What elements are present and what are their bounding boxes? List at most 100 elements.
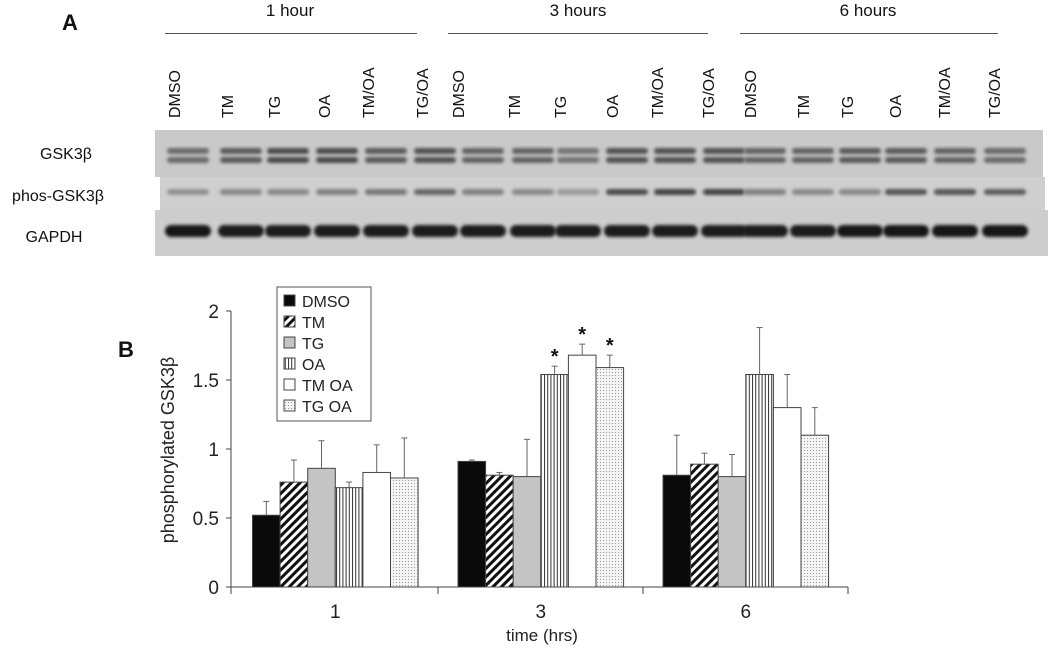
band-phos-gsk3b xyxy=(744,189,786,195)
group-label: 6 hours xyxy=(839,1,897,20)
band-gsk3b-lower xyxy=(885,157,927,163)
bar-oa-3h xyxy=(540,373,569,588)
band-gsk3b xyxy=(316,148,358,154)
band-gsk3b-lower xyxy=(934,157,976,163)
y-axis-label: phosphorylated GSK3β xyxy=(158,357,178,543)
band-gapdh xyxy=(652,225,698,237)
legend-swatch xyxy=(283,357,296,370)
band-gsk3b-lower xyxy=(839,157,881,163)
band-gsk3b-lower xyxy=(512,157,554,163)
band-gapdh xyxy=(604,225,650,237)
row-label-gsk3b: GSK3β xyxy=(40,146,92,163)
band-gsk3b-lower xyxy=(220,157,262,163)
band-gapdh xyxy=(742,225,788,237)
band-gsk3b-lower xyxy=(606,157,648,163)
legend: DMSO TM TG OA TM OA TG OA xyxy=(276,286,372,422)
band-gsk3b xyxy=(167,148,209,154)
legend-swatch xyxy=(283,315,296,328)
band-gapdh xyxy=(460,225,506,237)
bar-tm-1h xyxy=(279,481,309,588)
band-gapdh xyxy=(412,225,458,237)
band-phos-gsk3b xyxy=(557,189,599,195)
band-gsk3b-lower xyxy=(267,157,309,163)
band-phos-gsk3b xyxy=(703,189,745,195)
band-gsk3b xyxy=(512,148,554,154)
band-gsk3b xyxy=(220,148,262,154)
band-gsk3b xyxy=(414,148,456,154)
band-phos-gsk3b xyxy=(365,189,407,195)
legend-label: TM OA xyxy=(302,378,353,395)
band-gsk3b xyxy=(839,148,881,154)
legend-box xyxy=(276,286,372,422)
bar-tg-6h xyxy=(717,476,747,588)
band-phos-gsk3b xyxy=(934,189,976,195)
band-gapdh xyxy=(555,225,601,237)
band-phos-gsk3b xyxy=(606,189,648,195)
band-gsk3b-lower xyxy=(792,157,834,163)
bar-tg-1h xyxy=(307,467,336,588)
band-gapdh xyxy=(701,225,747,237)
x-tick-label: 1 xyxy=(330,602,341,623)
group-label: 1 hour xyxy=(265,1,315,20)
bar-tm-oa-3h xyxy=(567,354,597,588)
band-gsk3b xyxy=(984,148,1026,154)
legend-label: TM xyxy=(302,315,325,332)
band-gsk3b-lower xyxy=(414,157,456,163)
y-tick-label: 2 xyxy=(208,302,219,323)
band-phos-gsk3b xyxy=(220,189,262,195)
panel-b-label: B xyxy=(118,337,134,362)
band-phos-gsk3b xyxy=(654,189,696,195)
band-phos-gsk3b xyxy=(792,189,834,195)
band-gsk3b xyxy=(365,148,407,154)
bar-tm-oa-1h xyxy=(362,471,391,588)
x-tick-label: 3 xyxy=(536,602,547,623)
legend-swatch xyxy=(283,336,296,349)
band-gsk3b xyxy=(885,148,927,154)
x-axis-label: time (hrs) xyxy=(506,626,578,645)
legend-swatch xyxy=(283,378,296,391)
bar-tg-oa-6h xyxy=(800,434,830,588)
band-gsk3b-lower xyxy=(167,157,209,163)
y-tick-label: 0 xyxy=(208,578,219,599)
bar-dmso-6h xyxy=(662,474,692,588)
group-divider-line xyxy=(448,33,708,34)
band-gsk3b-lower xyxy=(654,157,696,163)
band-gapdh xyxy=(837,225,883,237)
bar-tg-oa-3h xyxy=(595,367,625,588)
legend-label: OA xyxy=(302,357,325,374)
legend-swatch xyxy=(283,399,296,412)
band-gsk3b-lower xyxy=(365,157,407,163)
band-phos-gsk3b xyxy=(512,189,554,195)
band-gsk3b xyxy=(792,148,834,154)
band-gapdh xyxy=(363,225,409,237)
band-gsk3b xyxy=(703,148,745,154)
band-gapdh xyxy=(790,225,836,237)
band-gsk3b xyxy=(267,148,309,154)
band-gsk3b-lower xyxy=(462,157,504,163)
significance-asterisk: * xyxy=(578,324,586,346)
row-label-gapdh: GAPDH xyxy=(25,229,83,246)
bar-tm-oa-6h xyxy=(772,407,802,588)
band-phos-gsk3b xyxy=(462,189,504,195)
significance-asterisk: * xyxy=(606,335,614,357)
band-gapdh xyxy=(218,225,264,237)
band-phos-gsk3b xyxy=(167,189,209,195)
bar-tg-oa-1h xyxy=(390,477,419,588)
band-phos-gsk3b xyxy=(885,189,927,195)
band-gsk3b-lower xyxy=(703,157,745,163)
group-divider-line xyxy=(165,33,417,34)
group-divider-line xyxy=(740,33,998,34)
band-gsk3b xyxy=(744,148,786,154)
bar-tg-3h xyxy=(512,476,542,588)
band-gsk3b xyxy=(462,148,504,154)
significance-asterisk: * xyxy=(551,346,559,368)
band-gsk3b-lower xyxy=(744,157,786,163)
band-gsk3b xyxy=(557,148,599,154)
band-gsk3b xyxy=(934,148,976,154)
band-gapdh xyxy=(510,225,556,237)
band-phos-gsk3b xyxy=(316,189,358,195)
band-phos-gsk3b xyxy=(984,189,1026,195)
bar-tm-3h xyxy=(485,474,514,588)
band-gsk3b xyxy=(654,148,696,154)
band-gsk3b-lower xyxy=(557,157,599,163)
